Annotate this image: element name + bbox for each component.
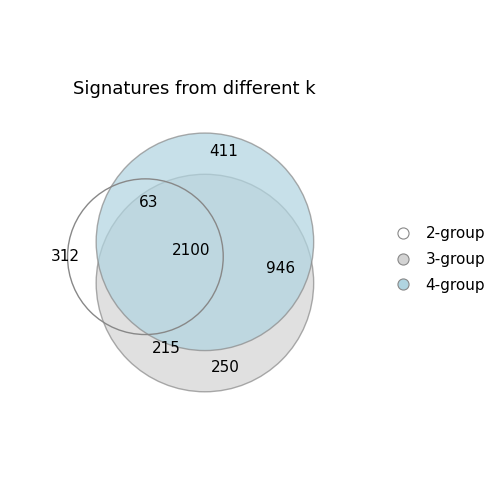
Title: Signatures from different k: Signatures from different k	[73, 80, 316, 98]
Circle shape	[96, 133, 313, 351]
Text: 411: 411	[209, 144, 238, 159]
Text: 2100: 2100	[172, 243, 211, 259]
Circle shape	[96, 174, 313, 392]
Text: 312: 312	[51, 249, 80, 264]
Text: 215: 215	[152, 341, 180, 356]
Text: 946: 946	[266, 261, 295, 276]
Text: 250: 250	[211, 360, 240, 375]
Legend: 2-group, 3-group, 4-group: 2-group, 3-group, 4-group	[388, 226, 485, 293]
Text: 63: 63	[139, 196, 159, 210]
